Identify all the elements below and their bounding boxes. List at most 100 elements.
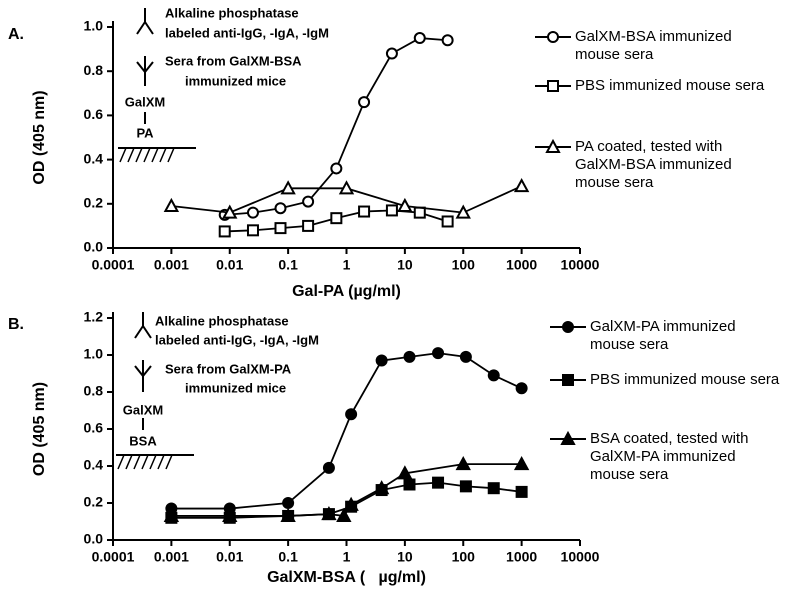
data-point [403, 350, 416, 363]
data-point [413, 32, 426, 45]
legend-label: BSA coated, tested with GalXM-PA immuniz… [590, 430, 749, 483]
y-tick-label: 0.6 [84, 106, 104, 122]
antibody [136, 56, 154, 86]
data-point [274, 202, 287, 215]
data-point [373, 480, 390, 495]
x-tick-label: 0.0001 [92, 257, 135, 273]
data-point [513, 178, 530, 193]
y-tick-label: 0.6 [84, 420, 104, 436]
data-point [515, 382, 528, 395]
antibody [134, 312, 152, 339]
data-point [432, 347, 445, 360]
diagram-label: GalXM [123, 402, 163, 417]
y-tick-label: 0.2 [84, 494, 104, 510]
data-point [222, 204, 238, 219]
data-point [218, 225, 231, 238]
data-point [302, 195, 315, 208]
data-point [459, 350, 472, 363]
legend-marker [562, 321, 574, 333]
data-point [321, 506, 337, 521]
x-tick-label: 100 [452, 257, 476, 273]
legend-label: PBS immunized mouse sera [575, 77, 765, 94]
x-tick-label: 10 [397, 549, 413, 565]
x-tick-label: 10000 [561, 257, 600, 273]
data-point [330, 212, 343, 225]
diagram-label: Alkaline phosphatase [155, 313, 289, 328]
diagram-label: Sera from GalXM-BSA [165, 53, 302, 68]
x-tick-label: 1000 [506, 257, 537, 273]
antibody [134, 360, 152, 392]
data-point [358, 205, 371, 218]
x-tick-label: 0.001 [154, 549, 189, 565]
legend-label: GalXM-BSA immunized mouse sera [575, 28, 732, 63]
x-tick-label: 0.001 [154, 257, 189, 273]
x-tick-label: 1 [343, 257, 351, 273]
legend-label: PBS immunized mouse sera [590, 371, 780, 388]
diagram-label: labeled anti-IgG, -IgA, -IgM [155, 332, 319, 347]
data-point [432, 476, 445, 489]
x-tick-label: 0.1 [278, 257, 298, 273]
x-axis-title: GalXM-BSA ( µg/ml) [267, 569, 426, 586]
y-tick-label: 1.0 [84, 346, 104, 362]
data-point [358, 96, 371, 109]
panel-label: B. [8, 316, 24, 333]
x-tick-label: 100 [452, 549, 476, 565]
data-point [403, 478, 416, 491]
data-point [385, 47, 398, 60]
diagram-label: immunized mice [185, 73, 286, 88]
y-tick-label: 0.4 [84, 457, 104, 473]
data-point [441, 215, 454, 228]
data-point [487, 482, 500, 495]
x-tick-label: 10 [397, 257, 413, 273]
x-tick-label: 10000 [561, 549, 600, 565]
x-tick-label: 0.01 [216, 257, 243, 273]
diagram-label: GalXM [125, 94, 165, 109]
data-point [455, 204, 471, 219]
panel-label: A. [8, 26, 24, 43]
data-point [322, 461, 335, 474]
data-point [441, 34, 454, 47]
y-axis-title: OD (405 nm) [31, 90, 48, 184]
x-tick-label: 1 [343, 549, 351, 565]
data-point [459, 480, 472, 493]
legend-marker [562, 374, 574, 386]
antibody [136, 8, 154, 35]
diagram-label: Sera from GalXM-PA [165, 361, 292, 376]
data-point [302, 219, 315, 232]
diagram-shapes [116, 8, 196, 470]
x-tick-label: 0.01 [216, 549, 243, 565]
data-point [397, 465, 413, 480]
data-point [413, 206, 426, 219]
legend-marker [545, 138, 561, 153]
data-point [163, 507, 180, 522]
y-tick-label: 1.0 [84, 18, 104, 34]
data-point [280, 507, 296, 522]
diagram-label: BSA [129, 433, 157, 448]
data-point [280, 180, 296, 195]
legend-label: GalXM-PA immunized mouse sera [590, 318, 736, 353]
x-tick-label: 0.1 [278, 549, 298, 565]
data-point [336, 507, 352, 522]
y-tick-label: 0.8 [84, 62, 104, 78]
x-tick-label: 1000 [506, 549, 537, 565]
legend-marker [547, 31, 559, 43]
hatching [117, 454, 173, 470]
diagram-label: immunized mice [185, 380, 286, 395]
legend-label: PA coated, tested with GalXM-BSA immuniz… [575, 138, 732, 191]
y-tick-label: 0.2 [84, 195, 104, 211]
legend-marker [560, 430, 576, 445]
data-point [274, 222, 287, 235]
y-tick-label: 0.8 [84, 383, 104, 399]
data-point [330, 162, 343, 175]
y-tick-label: 0.4 [84, 150, 104, 166]
data-point [487, 369, 500, 382]
data-point [222, 507, 238, 522]
y-axis-title: OD (405 nm) [31, 382, 48, 476]
data-point [513, 456, 530, 471]
data-point [375, 354, 388, 367]
legend-marker [547, 80, 559, 92]
x-tick-label: 0.0001 [92, 549, 135, 565]
y-tick-label: 0.0 [84, 531, 104, 547]
